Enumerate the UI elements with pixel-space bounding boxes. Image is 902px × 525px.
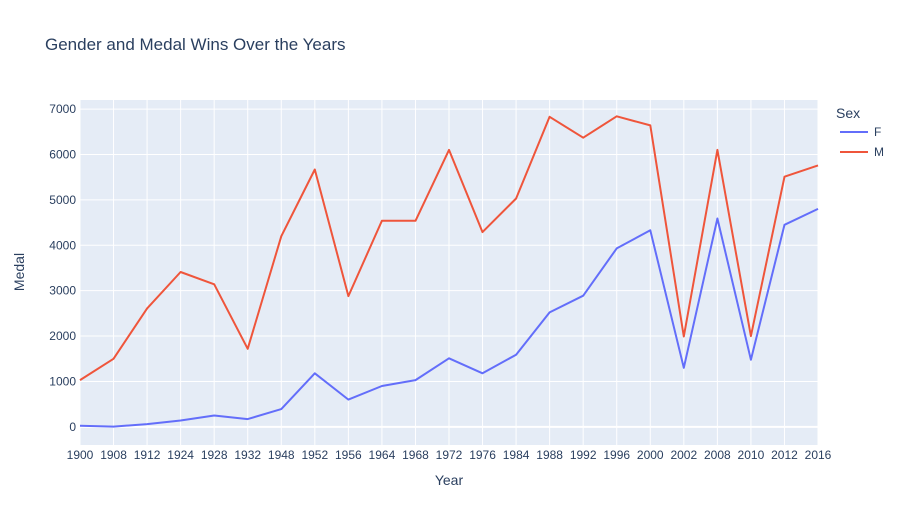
y-tick-label: 2000 bbox=[49, 329, 76, 343]
x-tick-label: 2002 bbox=[670, 448, 697, 462]
y-tick-label: 5000 bbox=[49, 193, 76, 207]
chart-title: Gender and Medal Wins Over the Years bbox=[45, 35, 346, 54]
x-tick-label: 1988 bbox=[536, 448, 563, 462]
x-tick-label: 1956 bbox=[335, 448, 362, 462]
x-tick-label: 1908 bbox=[100, 448, 127, 462]
y-tick-label: 3000 bbox=[49, 284, 76, 298]
series-line-f[interactable] bbox=[79, 207, 819, 428]
x-tick-label: 2016 bbox=[805, 448, 832, 462]
legend-label-f: F bbox=[874, 125, 881, 139]
y-tick-label: 4000 bbox=[49, 238, 76, 252]
x-tick-label: 1928 bbox=[201, 448, 228, 462]
legend-title: Sex bbox=[836, 105, 860, 121]
grid-lines bbox=[79, 100, 819, 445]
x-axis-title: Year bbox=[435, 472, 464, 488]
x-tick-label: 1948 bbox=[268, 448, 295, 462]
x-axis-ticks: 1900 1908 1912 1924 1928 1932 1948 1952 1956 1964… bbox=[67, 448, 832, 462]
x-tick-label: 1932 bbox=[234, 448, 261, 462]
x-tick-label: 2012 bbox=[771, 448, 798, 462]
legend: Sex F M bbox=[836, 105, 884, 159]
x-tick-label: 2008 bbox=[704, 448, 731, 462]
x-tick-label: 2000 bbox=[637, 448, 664, 462]
x-tick-label: 2010 bbox=[738, 448, 765, 462]
x-tick-label: 1952 bbox=[301, 448, 328, 462]
x-tick-label: 1992 bbox=[570, 448, 597, 462]
y-tick-label: 0 bbox=[69, 420, 76, 434]
y-tick-label: 7000 bbox=[49, 102, 76, 116]
x-tick-label: 1996 bbox=[603, 448, 630, 462]
legend-item-m[interactable]: M bbox=[840, 145, 884, 159]
series-lines bbox=[79, 115, 819, 428]
x-tick-label: 1972 bbox=[436, 448, 463, 462]
x-tick-label: 1912 bbox=[134, 448, 161, 462]
legend-item-f[interactable]: F bbox=[840, 125, 881, 139]
x-tick-label: 1900 bbox=[67, 448, 94, 462]
y-tick-label: 6000 bbox=[49, 147, 76, 161]
y-axis-ticks: 0 1000 2000 3000 4000 5000 6000 7000 bbox=[49, 102, 76, 434]
x-tick-label: 1964 bbox=[369, 448, 396, 462]
y-axis-title: Medal bbox=[11, 253, 27, 291]
x-tick-label: 1984 bbox=[503, 448, 530, 462]
series-line-m[interactable] bbox=[79, 115, 819, 381]
x-tick-label: 1976 bbox=[469, 448, 496, 462]
x-tick-label: 1924 bbox=[167, 448, 194, 462]
y-tick-label: 1000 bbox=[49, 374, 76, 388]
x-tick-label: 1968 bbox=[402, 448, 429, 462]
legend-label-m: M bbox=[874, 145, 884, 159]
